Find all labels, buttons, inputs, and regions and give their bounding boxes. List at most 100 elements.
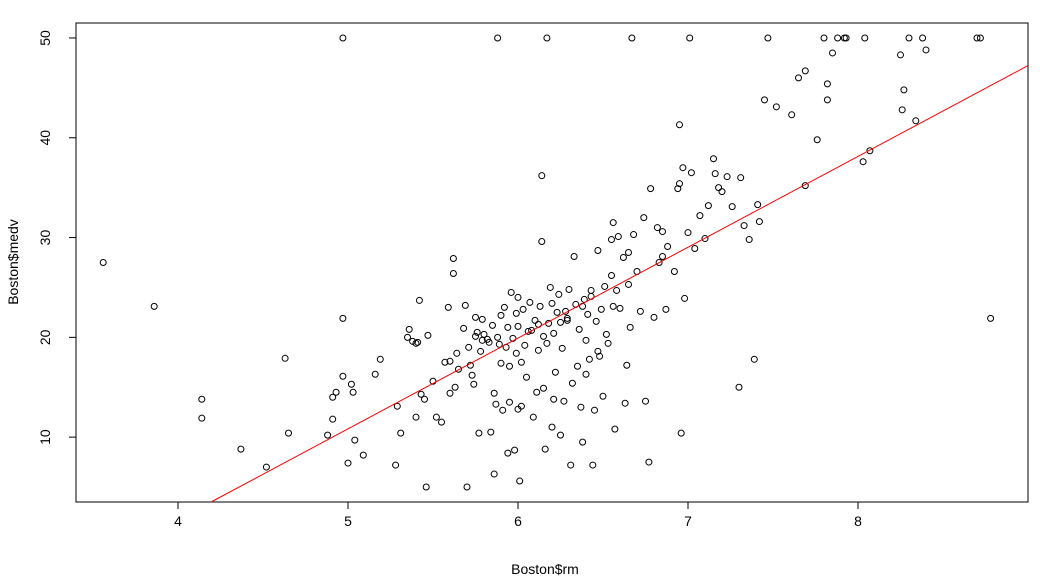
data-point (468, 371, 476, 379)
data-point (754, 201, 762, 209)
data-point (405, 325, 413, 333)
data-point (628, 34, 636, 42)
data-point (551, 368, 559, 376)
data-point (553, 308, 561, 316)
data-point (432, 413, 440, 421)
data-point (339, 372, 347, 380)
data-point (446, 357, 454, 365)
data-point (461, 301, 469, 309)
x-tick-label: 8 (854, 513, 862, 529)
y-tick-label: 10 (37, 429, 53, 445)
data-point (504, 323, 512, 331)
data-point (740, 222, 748, 230)
data-point (550, 395, 558, 403)
data-point (475, 429, 483, 437)
data-point (676, 121, 683, 129)
data-point (650, 313, 658, 321)
data-point (563, 316, 571, 324)
data-point (704, 202, 712, 210)
data-point (478, 315, 486, 323)
x-tick-label: 5 (344, 513, 352, 529)
data-point (594, 347, 602, 355)
data-point (584, 310, 592, 318)
data-point (755, 218, 763, 226)
data-point (745, 236, 753, 244)
data-point (735, 383, 743, 391)
data-point (604, 339, 612, 347)
data-point (392, 461, 400, 469)
data-point (750, 355, 758, 363)
data-point (728, 203, 736, 211)
data-point (900, 86, 908, 94)
data-point (438, 418, 445, 426)
data-point (616, 304, 624, 312)
data-point (645, 458, 653, 466)
data-point (237, 445, 245, 453)
data-point (421, 395, 428, 403)
data-point (371, 370, 379, 378)
data-point (150, 302, 158, 310)
data-point (429, 377, 437, 385)
data-point (329, 415, 337, 423)
data-point (517, 402, 525, 410)
data-point (397, 429, 405, 437)
x-tick-label: 7 (684, 513, 692, 529)
plot-frame (75, 22, 1029, 503)
data-point (262, 463, 270, 471)
data-point (829, 49, 836, 57)
data-point (490, 389, 498, 397)
data-point (526, 298, 534, 306)
data-point (596, 352, 604, 360)
data-point (613, 286, 621, 294)
data-point (198, 414, 206, 422)
data-point (281, 354, 289, 362)
data-point (519, 305, 527, 313)
data-point (710, 155, 717, 163)
data-point (509, 334, 517, 342)
data-point (523, 373, 530, 381)
x-axis-title: Boston$rm (511, 561, 579, 577)
data-point (492, 400, 500, 408)
data-point (393, 402, 401, 410)
data-point (626, 323, 634, 331)
data-point (560, 397, 568, 405)
data-point (506, 362, 513, 370)
data-point (691, 245, 699, 253)
data-point (494, 333, 502, 341)
data-point (919, 34, 927, 42)
data-point (504, 449, 512, 457)
data-point (451, 383, 459, 391)
data-point (614, 233, 622, 241)
data-point (686, 34, 694, 42)
data-point (339, 34, 347, 42)
data-point (563, 314, 571, 322)
data-point (585, 355, 593, 363)
data-point (528, 326, 536, 334)
data-point (625, 249, 632, 257)
y-axis-title: Boston$medv (5, 219, 21, 305)
data-point (495, 340, 503, 348)
data-point (567, 461, 575, 469)
data-point (813, 136, 821, 144)
data-point (619, 254, 627, 262)
data-point (347, 380, 355, 388)
data-point (557, 431, 564, 439)
data-point (470, 380, 478, 388)
data-point (497, 311, 505, 319)
data-point (472, 313, 479, 321)
data-point (905, 34, 913, 42)
data-point (376, 355, 384, 363)
y-axis: 10 20 30 40 50 (37, 30, 76, 445)
data-point (570, 253, 578, 261)
data-point (684, 229, 692, 237)
data-point (494, 34, 502, 42)
data-point (623, 361, 631, 369)
data-point (642, 397, 649, 405)
x-tick-label: 4 (174, 513, 182, 529)
regression-line (210, 65, 1029, 503)
data-point (546, 283, 554, 291)
data-point (674, 185, 682, 193)
data-point (412, 413, 420, 421)
data-point (558, 344, 566, 352)
data-point (647, 185, 655, 193)
